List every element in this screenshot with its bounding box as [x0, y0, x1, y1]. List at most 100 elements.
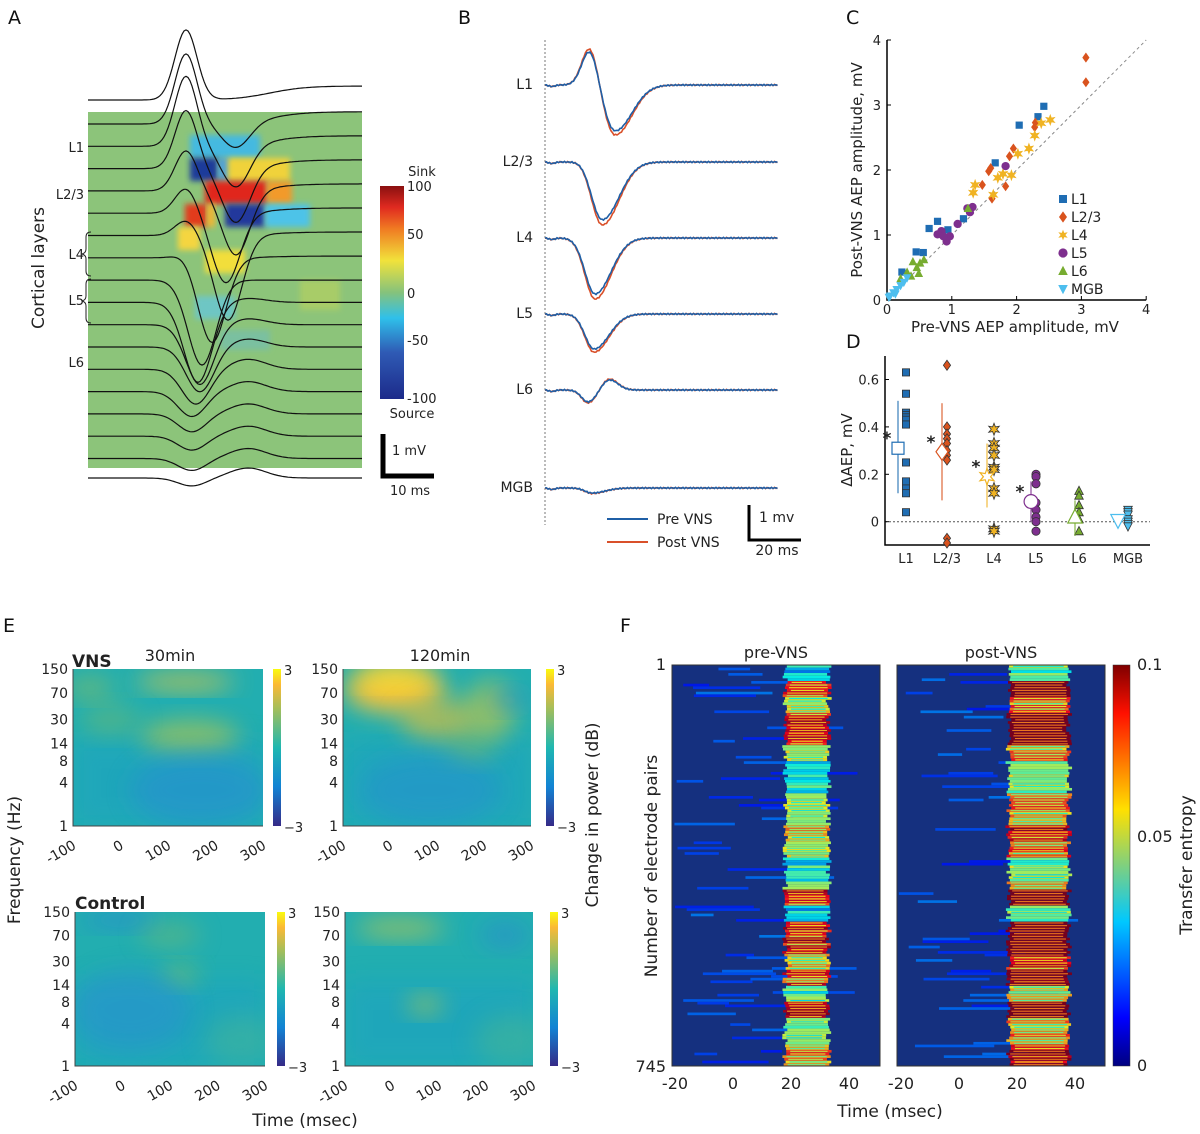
te-cell — [1007, 862, 1069, 866]
point-l1 — [944, 226, 952, 234]
colorbar-tick: 50 — [407, 228, 424, 243]
te-frame — [896, 664, 1106, 1067]
y-tick-label: 1 — [873, 229, 881, 244]
post-vns-trace — [544, 312, 778, 354]
scale-bar-horizontal-label: 20 ms — [755, 543, 798, 559]
te-cell — [694, 1052, 718, 1056]
row-label-vns: VNS — [72, 652, 112, 672]
csd-trace — [88, 150, 362, 256]
te-cell — [948, 798, 984, 802]
spectrogram-blob — [407, 996, 443, 1014]
te-cell — [787, 756, 824, 758]
te-cell — [787, 735, 828, 737]
te-cell — [1014, 1061, 1063, 1063]
panel-d-delta-aep: 0 0.2 0.4 0.6 ΔAEP, mV L1 L2/3 L4 L5 L6 MGB * * * * — [838, 356, 1150, 567]
te-cell — [1011, 951, 1067, 953]
te-cell — [786, 876, 830, 879]
point-l2-3 — [1009, 143, 1017, 154]
te-cell — [1013, 887, 1063, 889]
te-cell — [787, 804, 827, 806]
point-l5 — [939, 232, 948, 241]
colorbar-max-label: 3 — [288, 907, 296, 922]
te-cell — [789, 751, 826, 753]
te-cell — [943, 1055, 1018, 1058]
significance-star: * — [1016, 483, 1025, 503]
significance-star: * — [883, 429, 892, 449]
te-cell — [784, 777, 829, 780]
colorbar-tick: 0 — [407, 287, 415, 302]
te-cell — [785, 1041, 830, 1045]
significance-star: * — [927, 433, 936, 453]
te-cell — [792, 965, 827, 967]
te-cell — [789, 684, 828, 686]
y-axis-label: Post-VNS AEP amplitude, mV — [848, 62, 866, 278]
te-cell — [736, 918, 809, 922]
te-cell — [985, 705, 1021, 708]
y-tick-label: 0.2 — [858, 468, 879, 483]
point-mgb — [891, 290, 900, 299]
te-cell — [790, 727, 825, 729]
spectrogram-blob — [140, 720, 240, 752]
individual-point — [987, 486, 1001, 501]
mean-marker — [978, 466, 996, 487]
te-cell — [728, 673, 763, 676]
individual-point — [902, 458, 911, 467]
x-axis-label: Time (msec) — [836, 1102, 943, 1122]
te-cell — [790, 1050, 828, 1052]
te-cell — [921, 774, 998, 778]
x-tick-label: 0 — [113, 1078, 129, 1096]
te-cell — [908, 945, 940, 949]
te-cell — [1013, 938, 1066, 940]
te-cell — [1012, 890, 1068, 892]
te-cell — [946, 972, 1028, 976]
point-l6 — [902, 267, 912, 276]
te-cell — [713, 739, 735, 743]
spectrogram-blob — [475, 1015, 533, 1065]
te-cell — [1009, 826, 1066, 828]
te-cell — [1012, 852, 1064, 855]
te-cell — [914, 1044, 995, 1048]
spectrogram — [73, 669, 263, 826]
te-cell — [1015, 807, 1066, 809]
csd-cell — [207, 204, 215, 227]
te-cell — [922, 940, 989, 944]
te-cell — [1014, 828, 1064, 830]
te-cell — [790, 1007, 827, 1010]
point-l2-3 — [1082, 52, 1090, 63]
x-tick-label: 200 — [190, 838, 221, 865]
colorbar-bottom-label: Source — [390, 407, 435, 422]
te-cell — [683, 999, 754, 1002]
y-tick-label: 70 — [320, 686, 338, 702]
te-cell — [1013, 818, 1063, 820]
y-tick-label: 1 — [331, 1059, 340, 1075]
legend-entry: L5 — [1071, 246, 1088, 262]
te-cell — [1014, 687, 1066, 689]
te-cell — [1013, 703, 1064, 705]
y-tick-label: 0 — [873, 294, 881, 309]
point-l6 — [914, 268, 924, 277]
individual-point — [902, 420, 911, 429]
x-tick-label: 300 — [508, 1078, 539, 1105]
csd-trace — [88, 297, 362, 383]
te-cell — [722, 969, 773, 973]
te-cell — [788, 903, 826, 905]
te-cell — [1012, 711, 1066, 713]
te-cell — [788, 716, 825, 718]
te-cell — [690, 913, 714, 917]
te-cell — [920, 710, 973, 714]
legend-entry: L1 — [1071, 192, 1088, 208]
te-cell — [984, 953, 1026, 957]
te-cell — [743, 737, 825, 740]
te-cell — [790, 970, 826, 972]
te-frame — [671, 664, 881, 1067]
point-l4 — [1036, 117, 1047, 130]
te-cell — [786, 665, 832, 668]
spectrogram-blob — [490, 690, 530, 710]
te-cell — [1011, 1010, 1063, 1012]
spectrogram-blob — [162, 965, 198, 985]
te-cell — [687, 1012, 736, 1016]
y-tick-label: 8 — [329, 754, 338, 770]
te-cell — [1013, 799, 1065, 801]
